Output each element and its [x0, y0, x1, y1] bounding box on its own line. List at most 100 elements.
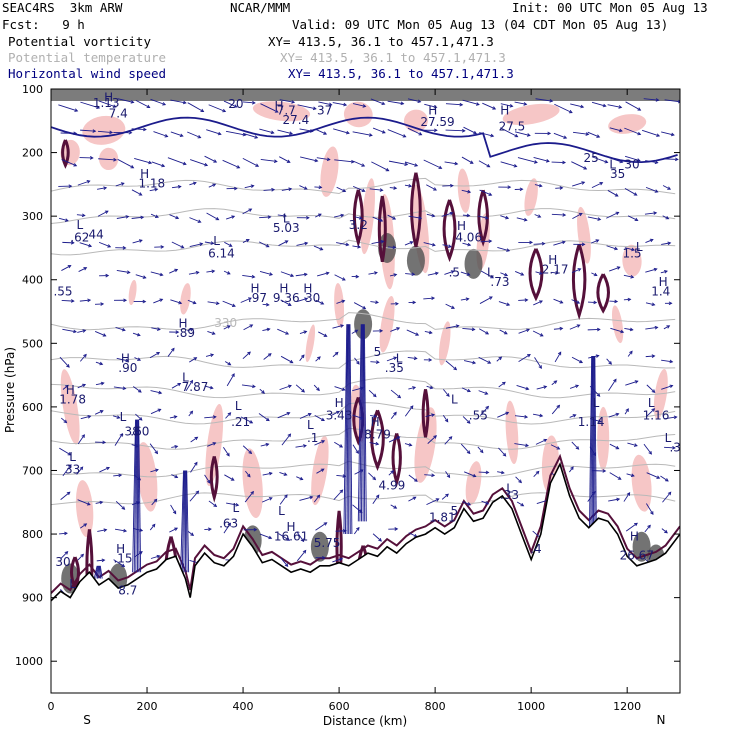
wind-vector: [224, 241, 232, 247]
wind-vector: [280, 355, 293, 364]
wind-vector: [116, 269, 130, 273]
wind-vector-head: [413, 356, 418, 361]
wind-vector-head: [539, 300, 543, 304]
wind-vector: [408, 386, 416, 390]
wind-vector-head: [539, 413, 544, 418]
pv-extremum-label: L: [648, 396, 655, 410]
wind-vector-head: [83, 353, 87, 358]
wind-vector: [134, 357, 141, 361]
wind-vector: [572, 131, 589, 135]
pv-extremum-label: 27.5: [499, 119, 526, 133]
vertical-wind-vector: [181, 470, 185, 573]
wind-vector-head: [615, 445, 620, 450]
wind-vector: [570, 103, 584, 108]
wind-vector-head: [213, 159, 218, 163]
wind-vector-head: [484, 391, 489, 395]
wind-vector-head: [138, 417, 143, 421]
pv-extremum-label: L: [593, 396, 600, 410]
wind-vector-head: [299, 476, 304, 481]
wind-vector: [607, 190, 619, 197]
wind-vector-head: [178, 300, 183, 305]
wind-vector-head: [677, 99, 680, 104]
wind-vector-head: [151, 523, 156, 528]
wind-vector-head: [268, 471, 273, 476]
pv-contour: [209, 455, 219, 503]
wind-vector: [609, 472, 622, 480]
wind-vector-head: [267, 353, 272, 357]
wind-vector: [58, 217, 69, 222]
wind-vector-head: [177, 382, 182, 387]
wind-vector: [370, 414, 377, 418]
wind-vector: [607, 104, 622, 108]
pv-shaded-region: [305, 324, 316, 363]
wind-vector: [482, 102, 496, 110]
wind-vector: [297, 104, 316, 110]
wind-vector-head: [174, 527, 179, 531]
wind-vector-head: [208, 527, 212, 532]
wind-vector: [131, 216, 144, 219]
pv-contour: [528, 248, 544, 302]
wind-vector-head: [82, 329, 87, 333]
wind-vector-head: [520, 502, 525, 507]
wind-vector-head: [505, 215, 510, 220]
wind-vector-head: [321, 440, 326, 444]
wind-vector-head: [485, 331, 490, 335]
wind-vector-head: [68, 184, 73, 188]
wind-vector-head: [666, 325, 671, 329]
pv-extremum-label: L: [506, 482, 513, 496]
wind-vector: [625, 380, 638, 386]
wind-vector-head: [286, 537, 291, 541]
wind-vector-head: [636, 158, 641, 162]
wind-vector-head: [247, 473, 251, 478]
pv-extremum-label: 1.81: [429, 510, 456, 524]
pv-extremum-label: .15: [113, 552, 132, 566]
wind-vector: [645, 355, 655, 358]
pv-extremum-label: 3.2: [349, 218, 368, 232]
wind-vector-head: [136, 332, 141, 337]
wind-vector: [477, 446, 484, 453]
wind-vector: [479, 132, 494, 137]
theta-contour: [51, 312, 676, 331]
wind-vector: [189, 490, 199, 502]
pv-extremum-label: .62: [70, 231, 89, 245]
wind-vector: [94, 410, 104, 415]
wind-vector-head: [231, 373, 235, 377]
wind-vector: [461, 189, 471, 193]
wind-vector-head: [284, 494, 288, 499]
wind-vector: [662, 491, 672, 503]
wind-vector: [368, 272, 378, 275]
wind-vector-head: [393, 411, 397, 416]
wind-vector: [279, 472, 287, 476]
wind-vector-head: [375, 441, 380, 446]
wind-vector-head: [249, 420, 254, 424]
wind-vector: [353, 302, 366, 310]
wind-vector-head: [595, 239, 600, 243]
wind-vector-head: [200, 108, 205, 113]
wind-vector: [170, 131, 183, 137]
wind-vector-head: [309, 495, 314, 500]
wind-vector-head: [504, 272, 509, 277]
wind-vector: [441, 493, 449, 500]
pv-extremum-label: 1.4: [651, 285, 670, 299]
vertical-wind-vector: [359, 324, 363, 522]
wind-vector-head: [67, 452, 72, 456]
wind-vector: [370, 361, 379, 363]
wind-vector-head: [667, 186, 672, 190]
wind-vector-head: [379, 218, 384, 222]
wind-vector: [534, 214, 541, 218]
wind-vector-head: [270, 130, 275, 135]
wind-vector-head: [502, 452, 507, 457]
wind-vector-head: [626, 492, 631, 496]
wind-vector: [336, 242, 349, 246]
wind-vector-head: [174, 268, 179, 273]
wind-vector-head: [433, 104, 438, 109]
vertical-wind-vector: [95, 565, 99, 579]
wind-vector: [242, 208, 252, 215]
wind-vector-head: [303, 444, 307, 448]
wind-vector: [331, 410, 340, 416]
wind-vector-head: [265, 302, 270, 307]
vertical-wind-vector: [185, 470, 188, 573]
wind-vector: [296, 550, 307, 562]
wind-vector: [352, 185, 365, 192]
wind-vector: [190, 436, 198, 443]
